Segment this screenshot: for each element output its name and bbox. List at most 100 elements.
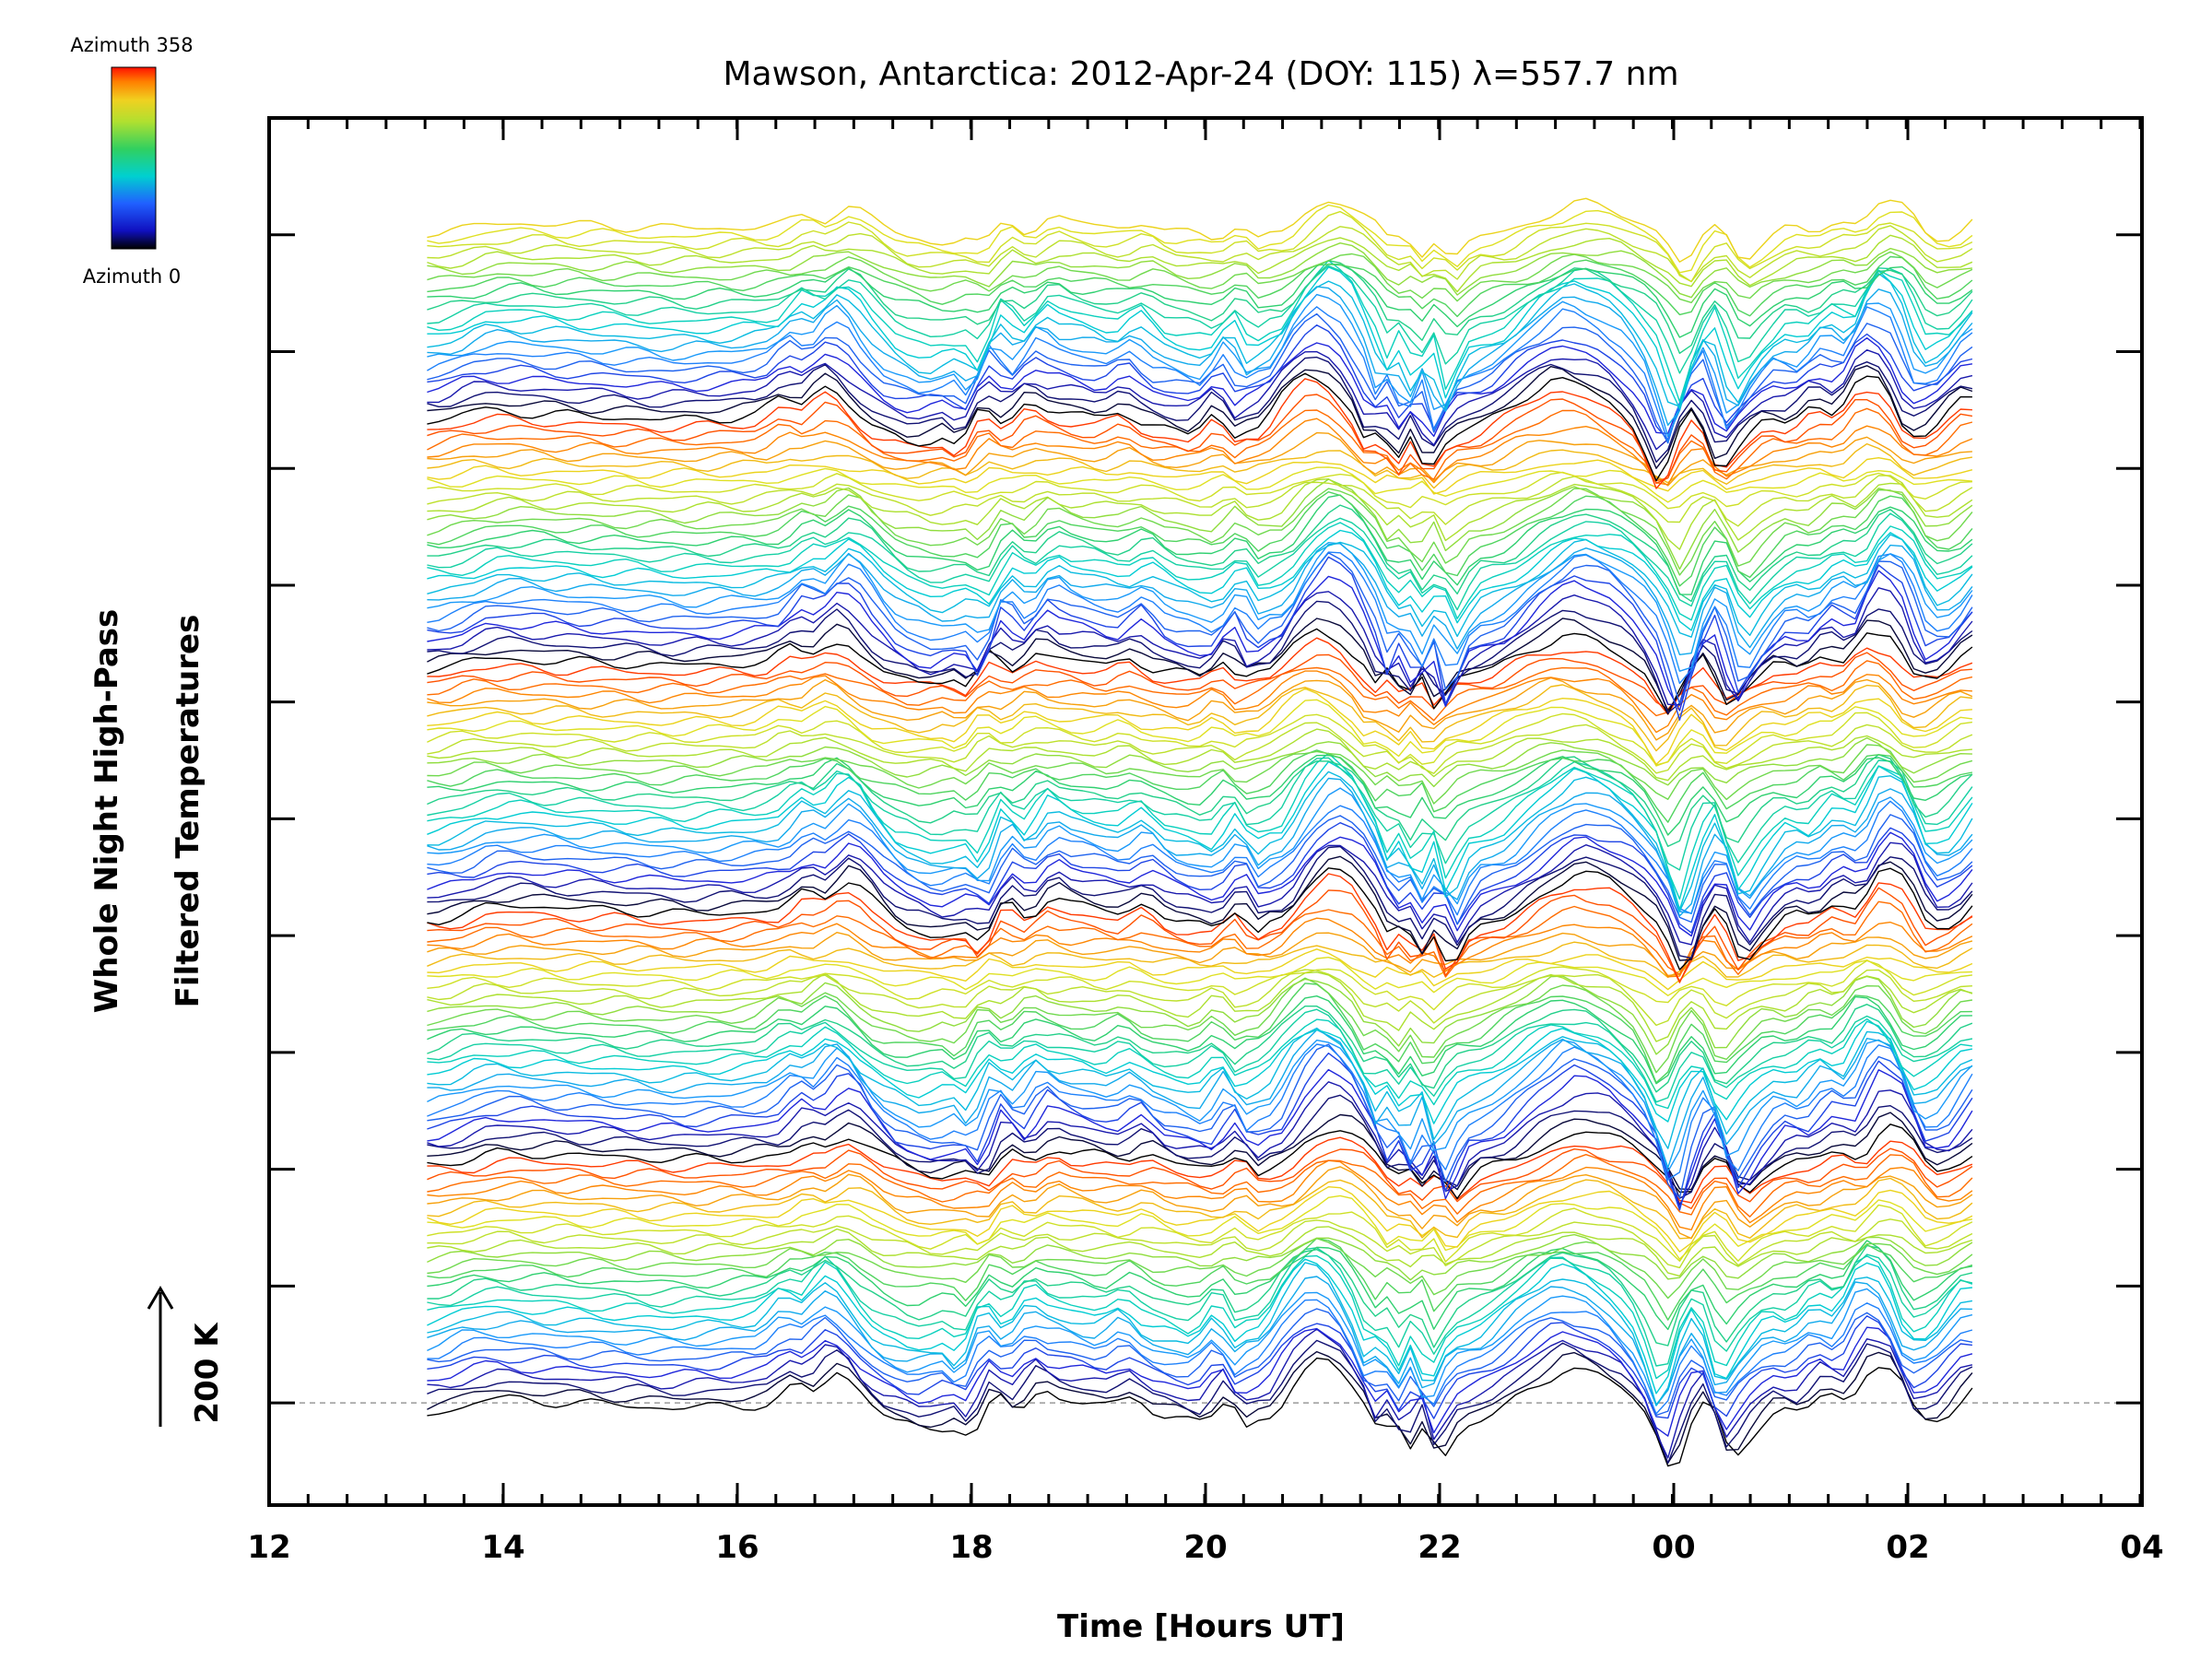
series-line (427, 1153, 1973, 1218)
series-line (427, 1008, 1973, 1103)
x-tick-label: 04 (2120, 1529, 2163, 1566)
series-line (427, 407, 1973, 482)
series-line (427, 757, 1973, 871)
colorbar (111, 66, 157, 250)
series-line (427, 1240, 1973, 1331)
series-line (427, 787, 1973, 914)
series-line (427, 1328, 1973, 1459)
series-line (427, 887, 1973, 983)
series-line (427, 251, 1973, 303)
y-axis-label-line-1: Whole Night High-Pass (88, 609, 125, 1014)
series-line (427, 1081, 1973, 1206)
series-line (427, 1204, 1973, 1263)
series-line (427, 365, 1973, 469)
series-line (427, 1226, 1973, 1277)
series-line (427, 736, 1972, 788)
series-line (427, 1147, 1973, 1209)
series-line (427, 867, 1973, 971)
series-line (427, 1124, 1973, 1200)
series-line (427, 1177, 1973, 1240)
x-tick-label: 14 (481, 1529, 524, 1566)
series-line (427, 197, 1973, 263)
scale-bar-label: 200 K (189, 1322, 226, 1424)
series-line (427, 932, 1973, 977)
series-line (427, 699, 1972, 767)
series-line (427, 971, 1973, 1042)
series-line (427, 488, 1973, 576)
series-line (427, 1288, 1973, 1406)
series-line (427, 771, 1973, 912)
series-line (427, 306, 1973, 443)
series-line (427, 204, 1973, 274)
axis-layer (267, 116, 2144, 1507)
series-line (427, 431, 1972, 487)
series-line (427, 873, 1973, 982)
series-line (427, 1018, 1972, 1110)
series-line (427, 712, 1972, 766)
series-line (427, 1276, 1972, 1406)
series-line (427, 618, 1973, 712)
series-line (427, 900, 1973, 978)
x-tick-label: 02 (1886, 1529, 1929, 1566)
series-line (427, 260, 1973, 338)
series-line (427, 722, 1973, 774)
series-line (427, 969, 1972, 1027)
series-line (427, 977, 1973, 1074)
series-line (427, 684, 1972, 752)
series-line (427, 587, 1973, 707)
series-line (427, 475, 1973, 527)
series-line (427, 831, 1973, 937)
series-line (427, 225, 1973, 283)
series-line (427, 1258, 1972, 1394)
series-line (427, 822, 1973, 934)
series-line (427, 1218, 1973, 1269)
series-line (427, 652, 1972, 711)
series-line (427, 975, 1973, 1055)
series-line (427, 855, 1973, 961)
series-line (427, 255, 1973, 318)
series-line (427, 1308, 1973, 1417)
series-line (427, 1237, 1973, 1300)
series-line (427, 542, 1973, 655)
series-line (427, 1039, 1973, 1172)
series-line (427, 504, 1973, 603)
series-line (427, 234, 1973, 293)
series-line (427, 418, 1973, 486)
series-line (427, 491, 1973, 587)
series-line (427, 529, 1973, 631)
plot-frame (267, 116, 2144, 1507)
series-line (427, 265, 1973, 374)
series-line (427, 542, 1973, 672)
series-line (427, 814, 1973, 925)
series-line (427, 471, 1972, 510)
series-line (427, 372, 1972, 482)
series-line (427, 312, 1973, 444)
series-line (427, 512, 1973, 611)
series-line (427, 749, 1973, 823)
series-line (427, 994, 1972, 1085)
colorbar-top-label: Azimuth 358 (70, 34, 193, 56)
series-line (427, 956, 1972, 996)
series-line (427, 760, 1973, 911)
x-tick-label: 00 (1652, 1529, 1695, 1566)
x-axis-label: Time [Hours UT] (1057, 1608, 1345, 1645)
series-line (427, 670, 1972, 734)
series-line (427, 1029, 1973, 1169)
series-line (427, 1254, 1973, 1380)
series-line (427, 478, 1973, 550)
series-line (427, 273, 1973, 410)
series-line (427, 1159, 1973, 1231)
series-line (427, 1020, 1973, 1124)
series-line (427, 394, 1973, 484)
series-line (427, 551, 1973, 685)
series-line (427, 570, 1973, 712)
series-line (427, 1185, 1973, 1253)
series-line (427, 845, 1973, 959)
series-line (427, 1357, 1973, 1467)
series-line (427, 263, 1973, 354)
series-layer (427, 197, 1973, 1467)
series-line (427, 917, 1973, 978)
series-line (427, 754, 1973, 836)
series-line (427, 259, 1973, 403)
series-line (427, 948, 1973, 991)
